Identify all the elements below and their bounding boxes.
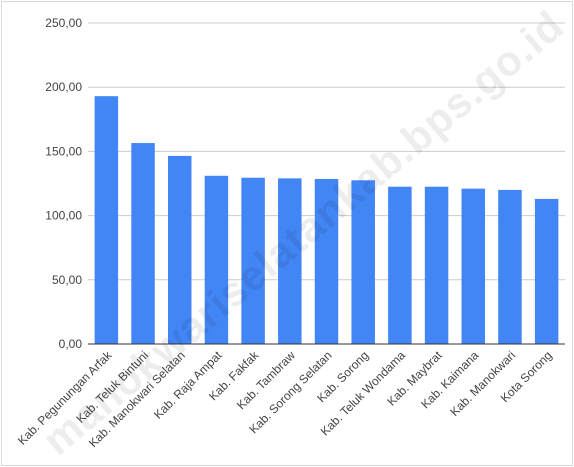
y-tick-label: 200,00 — [45, 80, 82, 94]
bar — [94, 96, 119, 344]
bar — [314, 179, 339, 344]
y-axis-ticks: 0,00 50,00 100,00 150,00 200,00 250,00 — [45, 16, 82, 351]
bar — [351, 180, 375, 344]
bar — [167, 155, 192, 344]
y-tick-label: 50,00 — [52, 273, 82, 287]
bar — [461, 188, 486, 344]
bar — [388, 186, 412, 344]
bar — [498, 189, 522, 344]
y-tick-label: 150,00 — [45, 144, 82, 158]
bar — [534, 198, 559, 344]
bars — [94, 96, 559, 344]
y-tick-label: 0,00 — [59, 337, 83, 351]
bar — [131, 143, 155, 344]
bar — [424, 186, 449, 344]
bar — [204, 175, 229, 344]
y-tick-label: 100,00 — [45, 209, 82, 223]
x-tick-label: Kab. Manokwari — [447, 348, 518, 419]
bar — [278, 178, 302, 344]
y-tick-label: 250,00 — [45, 16, 82, 30]
bar — [241, 177, 265, 344]
